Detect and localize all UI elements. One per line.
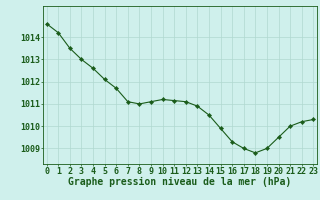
X-axis label: Graphe pression niveau de la mer (hPa): Graphe pression niveau de la mer (hPa)	[68, 177, 292, 187]
